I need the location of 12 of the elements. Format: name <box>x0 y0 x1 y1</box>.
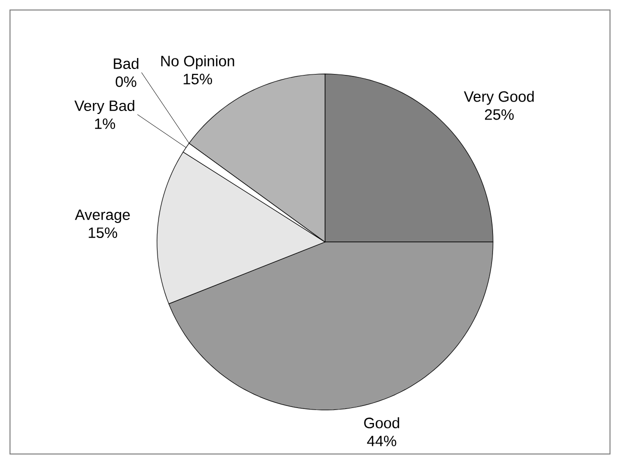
slice-label: Good <box>364 417 400 428</box>
data-label: 1% <box>95 118 116 129</box>
category-label: Bad <box>114 58 138 70</box>
data-label: 15% <box>184 74 212 84</box>
text: 0% <box>116 76 136 88</box>
data-label: 15% <box>88 227 118 238</box>
slice-label: No Opinion <box>161 55 234 70</box>
slice-label: Very Bad <box>74 100 134 114</box>
slice-label: Average <box>74 210 130 223</box>
slice-label: Very Good <box>464 90 534 105</box>
data-label: 25% <box>484 109 514 120</box>
data-label: 44% <box>367 436 396 446</box>
